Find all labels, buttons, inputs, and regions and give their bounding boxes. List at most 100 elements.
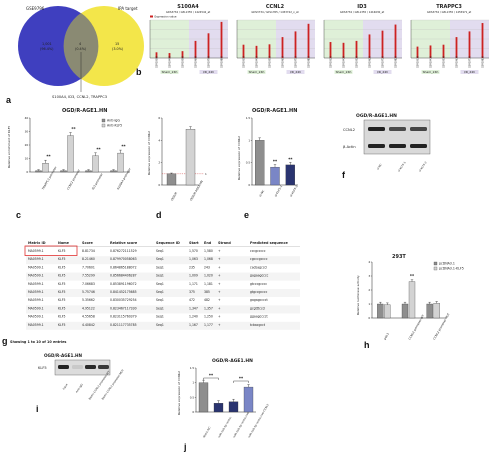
- h-legend-swatch: [433, 261, 438, 266]
- h-tick-label: 2: [368, 288, 370, 292]
- g-cell: cgcccgcccc: [250, 257, 268, 261]
- g-cell: 1,347: [189, 306, 198, 310]
- j-tick-label: 1.5: [190, 366, 195, 370]
- panel-label-f: f: [342, 170, 346, 180]
- g-row-stripe: [26, 289, 300, 297]
- h-ylabel: Relative luciferase activity: [356, 275, 360, 315]
- g-highlight-box: [24, 245, 78, 256]
- panel-label-a: a: [6, 95, 12, 105]
- panel-label-h: h: [364, 340, 370, 350]
- g-cell: Seq1: [156, 257, 164, 261]
- panel-label-e: e: [244, 210, 249, 220]
- e-category-label: si-KLF5-1: [273, 184, 283, 197]
- g-row-stripe: [26, 321, 300, 330]
- c-ylabel: Relative enrichment of KLF5: [7, 126, 11, 168]
- j-tick-label: 1: [192, 381, 194, 385]
- g-matrix-link[interactable]: MA0599.1: [28, 274, 44, 278]
- g-cell: gagaagcccc: [250, 274, 269, 278]
- g-matrix-link[interactable]: MA0599.1: [28, 323, 44, 327]
- g-cell: 5.75746: [82, 290, 95, 294]
- j-sig-marker: **: [209, 373, 214, 378]
- g-cell: tcbacgcct: [250, 323, 266, 327]
- h-tick-label: 3: [368, 274, 370, 278]
- group-label: Sham_24h: [162, 70, 178, 74]
- h-tick-label: 4: [368, 260, 370, 264]
- h-legend-swatch: [433, 266, 438, 271]
- venn-caption: S100A4, ID3, CCNL2, TRAPPC3: [52, 95, 107, 99]
- g-cell: +: [218, 249, 221, 253]
- expression-sample-label: GSM19838: [481, 55, 484, 68]
- h-bar: [433, 303, 440, 319]
- g-cell: 4.40842: [82, 323, 95, 327]
- g-cell: 1,570: [189, 249, 198, 253]
- g-cell: 1,240: [189, 315, 198, 319]
- g-cell: Seq1: [156, 249, 164, 253]
- e-tick-label: 1.5: [246, 116, 251, 120]
- d-tick-label: 4: [158, 138, 160, 142]
- j-sig-marker: **: [239, 376, 244, 381]
- g-header-cell: Start: [189, 241, 199, 245]
- venn-left-pct: (96.4%): [40, 47, 54, 51]
- g-matrix-link[interactable]: MA0599.1: [28, 315, 44, 319]
- e-ylabel: Relative expression of CCNL2: [237, 136, 241, 180]
- c-sig-marker: **: [71, 127, 76, 132]
- c-sig-marker: **: [46, 154, 51, 159]
- h-tick-label: 1: [368, 302, 370, 306]
- band-f-actin-2: [389, 144, 406, 148]
- e-sig-marker: **: [288, 157, 293, 162]
- g-cell: ggaagcccct: [250, 315, 268, 319]
- i-row-klf5: KLF5: [38, 366, 47, 370]
- venn-right-count: 15: [115, 42, 119, 46]
- g-cell: gagagcccct: [250, 298, 268, 302]
- expression-title: TRAPPC3: [436, 4, 462, 10]
- expression-sample-label: GSM19338: [416, 55, 419, 68]
- expression-bar: [355, 40, 358, 58]
- venn-diagram: GSE9796 IPA target 1,001 (96.4%) 4 (0.4%…: [18, 6, 144, 99]
- g-cell: 1,171: [189, 282, 198, 286]
- g-cell: 1,063: [189, 257, 198, 261]
- c-bar: [35, 170, 42, 173]
- g-cell: 0.841452175685: [110, 290, 137, 294]
- g-matrix-link[interactable]: MA0599.1: [28, 290, 44, 294]
- venn-right-pct: (3.0%): [112, 47, 124, 51]
- expression-bar: [368, 34, 371, 58]
- panel-label-b: b: [136, 67, 142, 77]
- g-cell: 0.864865188072: [110, 265, 137, 269]
- band-i-3: [85, 365, 96, 369]
- e-bar: [255, 140, 265, 186]
- g-row-stripe: [26, 272, 300, 281]
- band-i-1: [58, 365, 69, 369]
- g-header-cell: Strand: [218, 241, 231, 245]
- expression-title: ID3: [357, 4, 367, 10]
- d-bar: [166, 173, 177, 186]
- h-tick-label: 0: [368, 316, 370, 320]
- c-legend-label: Anti-IgG: [107, 119, 120, 123]
- band-f-actin-3: [410, 144, 427, 148]
- expression-bar: [455, 37, 458, 58]
- expression-sample-label: GSM19608: [194, 55, 197, 68]
- g-matrix-link[interactable]: MA0599.1: [28, 282, 44, 286]
- g-matrix-link[interactable]: MA0599.1: [28, 298, 44, 302]
- g-matrix-link[interactable]: MA0599.1: [28, 265, 44, 269]
- g-cell: 1,020: [204, 274, 213, 278]
- c-legend-swatch: [101, 118, 106, 123]
- g-cell: 7.55299: [82, 274, 95, 278]
- h-legend-label: pcDNA3.1: [439, 262, 455, 266]
- expression-title: S100A4: [177, 4, 199, 10]
- expression-sample-label: GSM19518: [268, 55, 271, 68]
- g-matrix-link[interactable]: MA0599.1: [28, 257, 44, 261]
- h-bar: [401, 303, 409, 319]
- band-i-4: [98, 365, 109, 369]
- h-bar: [426, 303, 433, 319]
- h-sig-marker: **: [410, 274, 415, 279]
- e-bar: [285, 164, 295, 186]
- g-cell: KLF5: [58, 323, 66, 327]
- g-matrix-link[interactable]: MA0599.1: [28, 249, 44, 253]
- g-matrix-link[interactable]: MA0599.1: [28, 306, 44, 310]
- g-cell: KLF5: [58, 290, 66, 294]
- expression-sample-label: GSM19328: [329, 55, 332, 68]
- venn-right-title: IPA target: [118, 6, 138, 11]
- c-tick-label: 0: [26, 170, 28, 174]
- g-cell: +: [218, 282, 221, 286]
